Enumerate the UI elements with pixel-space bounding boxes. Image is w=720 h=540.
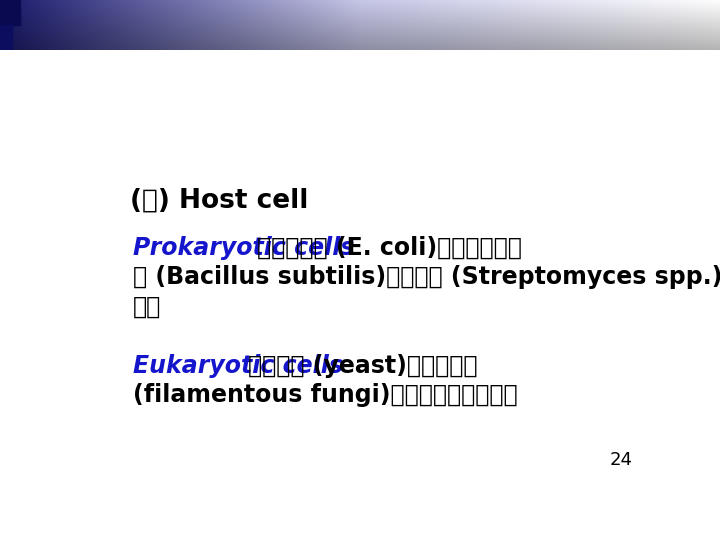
Text: Prokaryotic cells: Prokaryotic cells — [132, 236, 354, 260]
Text: 24: 24 — [610, 451, 632, 469]
Text: 菌 (Bacillus subtilis)、鏈黴菌 (Streptomyces spp.): 菌 (Bacillus subtilis)、鏈黴菌 (Streptomyces … — [132, 265, 720, 289]
Text: (filamentous fungi)、哺乳動物細胞等。: (filamentous fungi)、哺乳動物細胞等。 — [132, 383, 517, 407]
Bar — [0, 0, 20, 25]
Text: Eukaryotic cells: Eukaryotic cells — [132, 354, 343, 377]
Text: ：酵母菌 (yeast)、絲狀真菌: ：酵母菌 (yeast)、絲狀真菌 — [248, 354, 477, 377]
Text: 等；: 等； — [132, 294, 161, 318]
Bar — [0, 25, 12, 50]
Text: (一) Host cell: (一) Host cell — [130, 188, 309, 214]
Text: ：大腸桿菌 (E. coli)、枯草芽胞桿: ：大腸桿菌 (E. coli)、枯草芽胞桿 — [258, 236, 522, 260]
